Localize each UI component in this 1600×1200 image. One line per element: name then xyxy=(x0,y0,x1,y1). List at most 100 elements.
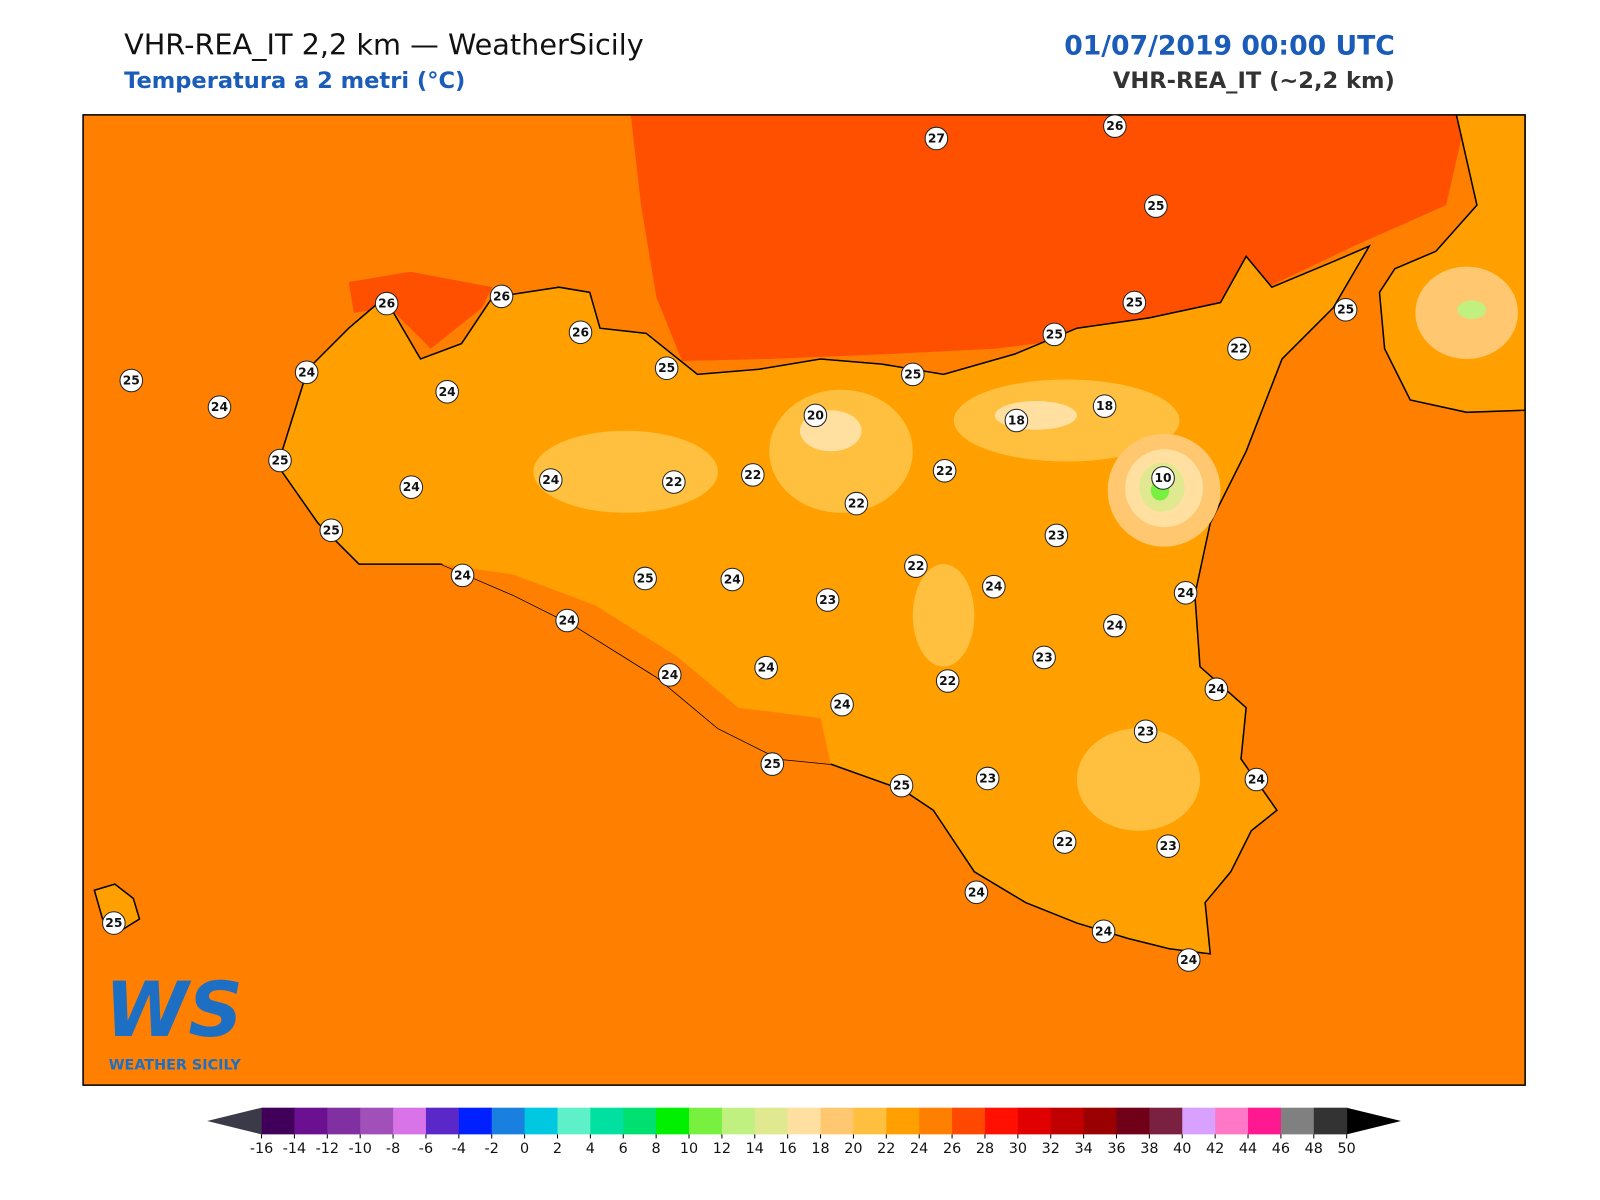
colorbar: -16 -14 -12 -10 -8 -6 -4 -2 0 2 4 6 8 10 12 14 16 18 20 22 2… xyxy=(207,1107,1402,1157)
station-value: 24 xyxy=(985,580,1002,594)
station-marker xyxy=(119,368,144,393)
station-marker xyxy=(1042,322,1067,347)
colorbar-label: 20 xyxy=(844,1141,862,1157)
colorbar-segment xyxy=(590,1107,624,1135)
station-value: 25 xyxy=(1046,327,1063,341)
colorbar-label: -8 xyxy=(386,1141,400,1157)
map: WS WEATHER SICILY xyxy=(83,114,1526,1086)
station-marker xyxy=(374,291,399,316)
station-value: 22 xyxy=(936,464,953,478)
station-marker xyxy=(982,574,1006,599)
station-marker xyxy=(654,356,679,380)
colorbar-segment xyxy=(623,1107,657,1135)
colorbar-label: 22 xyxy=(877,1141,895,1157)
station-value: 24 xyxy=(403,480,420,494)
station-marker xyxy=(904,554,928,578)
station-value: 24 xyxy=(1248,772,1265,786)
station-value: 24 xyxy=(833,698,850,712)
station-marker xyxy=(901,362,925,387)
colorbar-segment xyxy=(689,1107,723,1135)
colorbar-label: 26 xyxy=(943,1141,961,1157)
colorbar-segment xyxy=(557,1107,591,1135)
station-value: 24 xyxy=(542,473,559,487)
map-frame xyxy=(82,114,1526,1086)
station-marker xyxy=(1044,523,1069,548)
logo-text: WEATHER SICILY xyxy=(109,1058,242,1074)
station-marker xyxy=(1156,834,1180,858)
colorbar-label: 44 xyxy=(1239,1141,1257,1157)
colorbar-label: 2 xyxy=(553,1141,562,1157)
cool-area xyxy=(769,389,913,513)
station-marker xyxy=(1176,948,1201,972)
colorbar-label: 24 xyxy=(910,1141,928,1157)
colorbar-label: -14 xyxy=(283,1141,306,1157)
station-marker xyxy=(1032,645,1056,670)
station-value: 24 xyxy=(298,365,315,379)
station-value: 18 xyxy=(1008,414,1025,428)
colorbar-label: -2 xyxy=(485,1141,499,1157)
colorbar-segment xyxy=(1083,1107,1118,1135)
colorbar-label: -16 xyxy=(250,1141,273,1157)
model: VHR-REA_IT (~2,2 km) xyxy=(1113,68,1395,94)
station-marker xyxy=(1244,767,1269,792)
colorbar-segment xyxy=(360,1107,394,1135)
station-value: 23 xyxy=(1048,528,1065,542)
station-marker xyxy=(102,911,126,935)
colorbar-segment xyxy=(294,1107,328,1135)
colorbar-label: 6 xyxy=(619,1141,628,1157)
cool-area xyxy=(533,430,718,513)
warm-sea xyxy=(348,271,493,349)
colorbar-segment xyxy=(261,1107,295,1135)
colorbar-label: 50 xyxy=(1338,1141,1356,1157)
colorbar-segment xyxy=(984,1107,1019,1135)
cool-area xyxy=(912,564,975,667)
colorbar-label: 16 xyxy=(779,1141,797,1157)
colorbar-label: 36 xyxy=(1107,1141,1125,1157)
station-value: 22 xyxy=(1230,342,1247,356)
colorbar-segment xyxy=(787,1107,822,1135)
colorbar-segment xyxy=(656,1107,690,1135)
colorbar-segment xyxy=(1313,1107,1348,1135)
station-marker xyxy=(1133,719,1158,744)
logo-mark: WS xyxy=(105,966,243,1054)
station-marker xyxy=(1122,290,1147,315)
station-marker xyxy=(657,663,682,687)
station-marker xyxy=(1091,919,1116,944)
station-value: 25 xyxy=(1147,199,1164,213)
station-marker xyxy=(1103,613,1127,638)
colorbar-segment xyxy=(524,1107,558,1135)
colorbar-segment xyxy=(754,1107,789,1135)
colorbar-segment xyxy=(853,1107,887,1135)
cool-area xyxy=(1457,300,1487,319)
colorbar-segment xyxy=(458,1107,493,1135)
station-marker xyxy=(1092,394,1117,418)
colorbar-label: 30 xyxy=(1009,1141,1027,1157)
station-value: 22 xyxy=(1056,835,1073,849)
colorbar-segment xyxy=(425,1107,460,1135)
station-value: 24 xyxy=(1106,619,1123,633)
station-marker xyxy=(555,608,579,633)
station-value: 24 xyxy=(968,885,985,899)
colorbar-segment xyxy=(1182,1107,1216,1135)
colorbar-segment xyxy=(393,1107,427,1135)
station-marker xyxy=(932,458,957,483)
station-marker xyxy=(1333,297,1358,322)
station-marker xyxy=(760,752,785,776)
station-marker xyxy=(1204,677,1229,702)
station-value: 24 xyxy=(661,668,678,682)
station-marker xyxy=(924,126,949,151)
station-value: 25 xyxy=(123,374,140,388)
station-value: 27 xyxy=(928,131,945,145)
station-value: 24 xyxy=(1177,586,1194,600)
station-value: 26 xyxy=(378,297,395,311)
colorbar-label: -6 xyxy=(419,1141,433,1157)
station-marker xyxy=(830,692,854,717)
colorbar-segment xyxy=(1280,1107,1315,1135)
station-value: 25 xyxy=(764,757,781,771)
station-value: 22 xyxy=(939,674,956,688)
stations: 27 26 25 26 26 26 25 25 24 24 24 25 24 25 24 22 22 20 22 25… xyxy=(102,114,1358,972)
station-marker xyxy=(754,655,778,680)
subtitle: Temperatura a 2 metri (°C) xyxy=(124,68,465,94)
station-value: 22 xyxy=(907,559,924,573)
